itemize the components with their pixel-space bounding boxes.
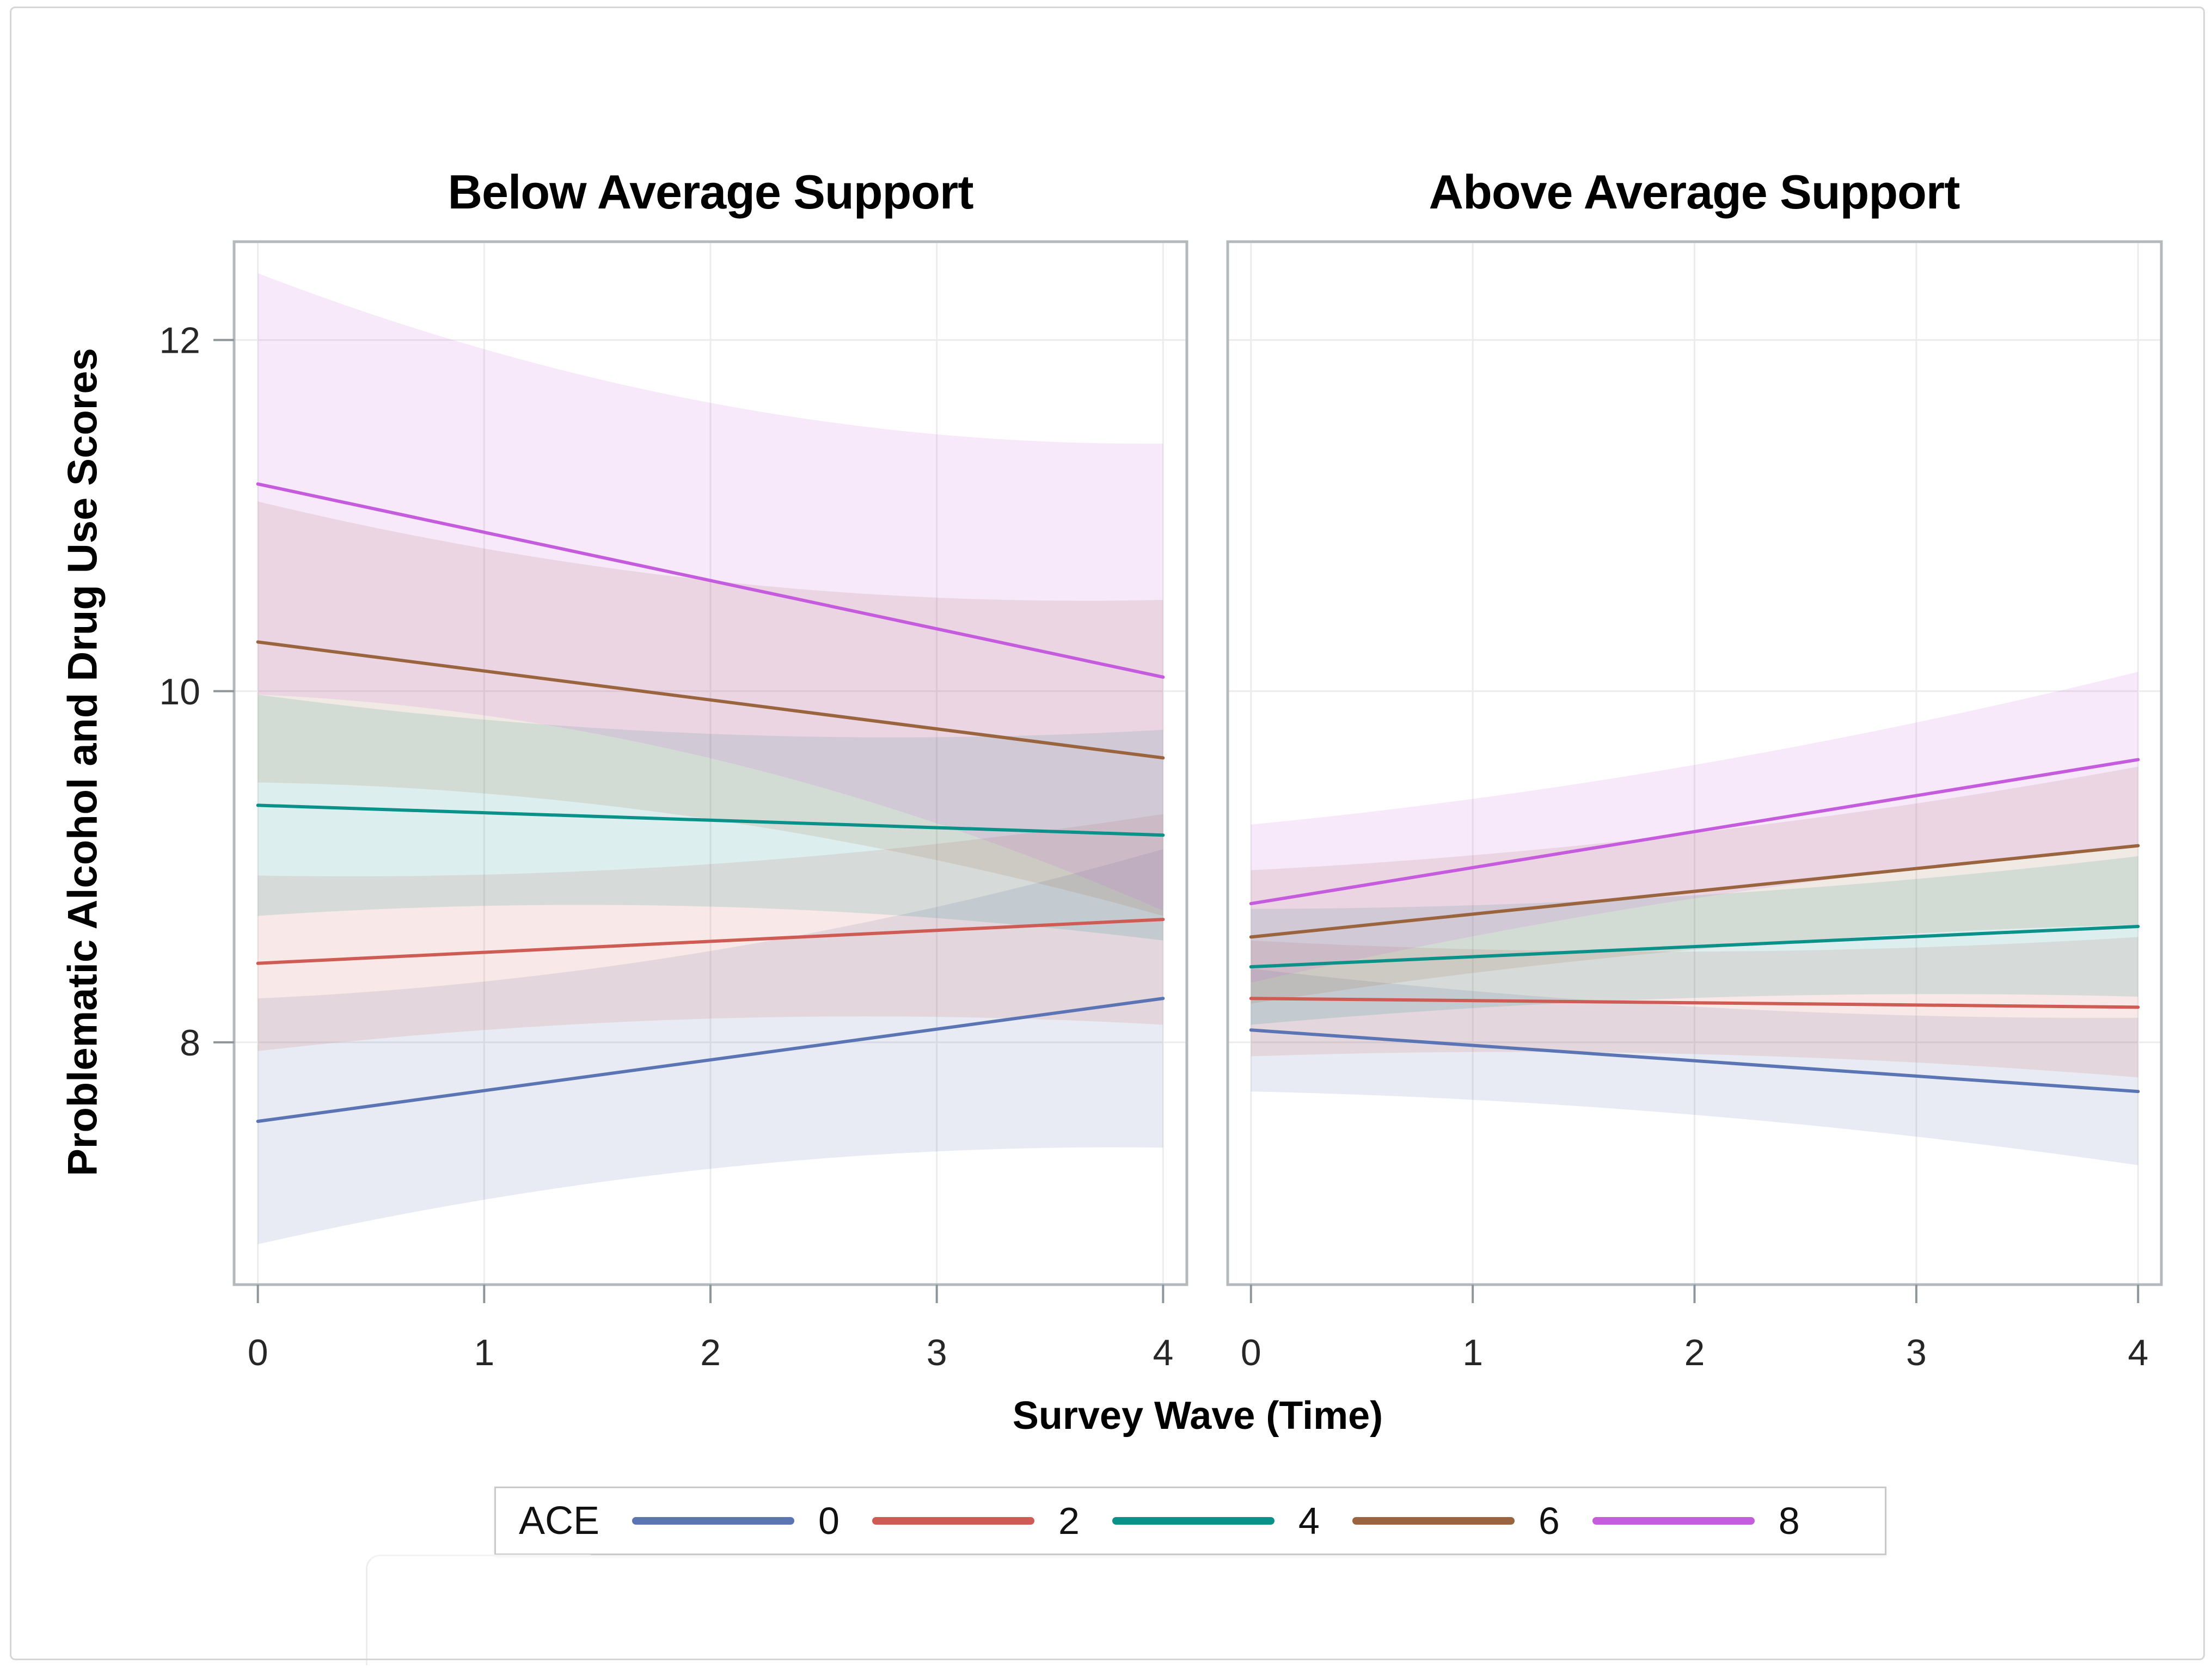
trend-line-ace-0 — [1249, 1028, 2140, 1094]
legend-entry-ace-4: 4 — [1112, 1499, 1320, 1543]
legend-line-swatch — [1352, 1517, 1515, 1525]
trend-line-ace-2 — [256, 918, 1165, 965]
x-tick-label: 3 — [1906, 1332, 1927, 1373]
x-tick-label: 2 — [700, 1332, 721, 1373]
legend-line-swatch — [632, 1517, 795, 1525]
ci-band-ace-2 — [258, 814, 1163, 1051]
x-tick-label: 1 — [1462, 1332, 1483, 1373]
legend-entry-label: 6 — [1538, 1500, 1560, 1542]
ci-band-ace-8 — [1251, 672, 2139, 983]
x-tick-label: 1 — [474, 1332, 494, 1373]
legend-entry-ace-8: 8 — [1592, 1499, 1800, 1543]
y-tick-label: 10 — [159, 671, 200, 713]
panel-title-below-average: Below Average Support — [448, 165, 973, 219]
legend-entry-ace-6: 6 — [1352, 1499, 1560, 1543]
ci-band-ace-2 — [1251, 937, 2139, 1078]
legend-title: ACE — [519, 1499, 600, 1543]
legend-entry-ace-0: 0 — [632, 1499, 840, 1543]
y-tick-label: 8 — [180, 1022, 200, 1064]
legend-entry-label: 0 — [818, 1500, 840, 1542]
legend-entry-label: 4 — [1298, 1500, 1320, 1542]
trend-line-ace-6 — [1249, 844, 2140, 939]
x-tick-label: 4 — [2128, 1332, 2148, 1373]
legend-entry-ace-2: 2 — [872, 1499, 1080, 1543]
ci-band-ace-4 — [258, 695, 1163, 941]
trend-line-ace-8 — [1249, 758, 2140, 906]
panel-0 — [234, 242, 1187, 1285]
legend-line-swatch — [872, 1517, 1034, 1525]
x-tick-label: 0 — [248, 1332, 268, 1373]
x-tick-label: 2 — [1684, 1332, 1705, 1373]
trend-line-ace-0 — [256, 997, 1165, 1123]
panel-title-above-average: Above Average Support — [1429, 165, 1960, 219]
trend-line-ace-2 — [1249, 997, 2140, 1009]
x-tick-label: 4 — [1153, 1332, 1173, 1373]
ci-band-ace-0 — [1251, 968, 2139, 1165]
ci-band-ace-8 — [258, 273, 1163, 911]
panel-1 — [1228, 242, 2161, 1285]
trend-line-ace-4 — [1249, 924, 2140, 969]
trend-line-ace-6 — [256, 640, 1165, 760]
ci-band-ace-0 — [258, 849, 1163, 1244]
x-tick-label: 0 — [1241, 1332, 1261, 1373]
y-axis-label: Problematic Alcohol and Drug Use Scores — [59, 348, 106, 1176]
legend-line-swatch — [1112, 1517, 1274, 1525]
ci-band-ace-4 — [1251, 856, 2139, 1025]
ci-band-ace-6 — [258, 501, 1163, 916]
y-tick-label: 12 — [159, 320, 200, 361]
ci-band-ace-6 — [1251, 766, 2139, 1004]
legend: ACE 0 2 4 6 8 — [494, 1487, 1886, 1555]
legend-entry-label: 2 — [1058, 1500, 1080, 1542]
legend-line-swatch — [1592, 1517, 1755, 1525]
x-axis-label: Survey Wave (Time) — [1012, 1394, 1383, 1438]
trend-line-ace-8 — [256, 482, 1165, 679]
legend-entry-label: 8 — [1778, 1500, 1800, 1542]
trend-line-ace-4 — [256, 803, 1165, 837]
x-tick-label: 3 — [927, 1332, 947, 1373]
